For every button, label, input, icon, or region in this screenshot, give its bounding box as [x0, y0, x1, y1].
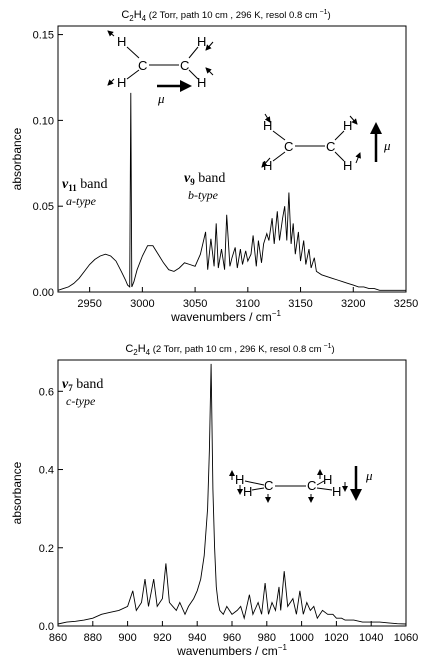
atom-h: H	[323, 472, 332, 487]
chart-top-x-axis: 2950 3000 3050 3100 3150 3200 3250	[77, 287, 418, 310]
chart-bottom-x-axis-label: wavenumbers / cm−1	[176, 643, 287, 658]
chart-bottom-nu7: C2H4 (2 Torr, path 10 cm , 296 K, resol …	[10, 343, 418, 658]
bond	[334, 151, 345, 162]
band-type-c: c-type	[66, 394, 96, 408]
atom-c: C	[307, 478, 316, 493]
chart-bottom-y-tick-label: 0.4	[39, 465, 54, 477]
chart-top-x-tick-label: 3100	[236, 298, 260, 310]
chart-top-x-tick-label: 3250	[394, 298, 418, 310]
displacement-arrow	[205, 67, 214, 76]
band-label-nu9: ν9 band	[184, 171, 225, 187]
chart-bottom-x-tick-label: 1040	[359, 632, 383, 644]
displacement-arrow	[349, 115, 358, 125]
chart-bottom-x-axis: 860 880 900 920 940 960 980 1000 1020 1040 1060	[49, 621, 418, 644]
displacement-arrow	[264, 113, 271, 123]
atom-h: H	[117, 34, 126, 49]
chart-top-title: C2H4 (2 Torr, path 10 cm , 296 K, resol …	[121, 9, 330, 23]
band-type-b: b-type	[188, 188, 219, 202]
chart-top-frame	[57, 25, 407, 293]
atom-h: H	[343, 158, 352, 173]
chart-bottom-x-tick-label: 860	[49, 632, 67, 644]
atom-h: H	[197, 34, 206, 49]
chart-bottom-spectrum-line	[57, 363, 407, 625]
bond	[272, 151, 286, 162]
chart-top-nu9-nu11: C2H4 (2 Torr, path 10 cm , 296 K, resol …	[10, 9, 418, 324]
chart-bottom-x-tick-label: 1060	[394, 632, 418, 644]
chart-bottom-y-tick-label: 0.2	[39, 543, 54, 555]
chart-bottom-x-tick-label: 960	[223, 632, 241, 644]
chart-bottom-x-tick-label: 880	[84, 632, 102, 644]
chart-top-spectrum-line	[57, 92, 406, 291]
chart-bottom-x-tick-label: 920	[153, 632, 171, 644]
chart-top-y-tick-label: 0.10	[33, 115, 54, 127]
chart-bottom-y-tick-label: 0.6	[39, 386, 54, 398]
atom-h: H	[235, 472, 244, 487]
chart-top-y-tick-label: 0.00	[33, 287, 54, 299]
atom-h: H	[197, 75, 206, 90]
displacement-arrow	[205, 41, 214, 51]
bond	[244, 480, 265, 486]
molecule-diagram-nu9: H H C C H H μ	[261, 113, 391, 173]
displacement-arrow	[107, 78, 115, 86]
band-label-nu7: ν7 band	[62, 377, 103, 393]
chart-top-y-tick-label: 0.15	[33, 30, 54, 42]
chart-bottom-x-tick-label: 940	[188, 632, 206, 644]
chart-bottom-y-tick-label: 0.0	[39, 621, 54, 633]
displacement-arrow	[261, 157, 271, 168]
mu-label: μ	[383, 138, 391, 153]
chart-bottom-x-tick-label: 1020	[324, 632, 348, 644]
molecule-diagram-nu7: H H C C H H μ	[229, 466, 373, 503]
chart-top-x-tick-label: 3000	[130, 298, 154, 310]
atom-h: H	[332, 484, 341, 499]
atom-h: H	[343, 118, 352, 133]
dipole-arrow-head	[350, 489, 362, 501]
chart-bottom-x-tick-label: 900	[118, 632, 136, 644]
band-type-a: a-type	[66, 194, 97, 208]
chart-bottom-y-axis-label: absorbance	[10, 461, 24, 524]
molecule-diagram-nu11: H H C C H H μ	[107, 30, 214, 106]
atom-c: C	[264, 478, 273, 493]
atom-h: H	[117, 75, 126, 90]
chart-top-x-axis-label: wavenumbers / cm−1	[170, 309, 281, 324]
atom-h: H	[243, 484, 252, 499]
atom-c: C	[326, 139, 335, 154]
bond	[272, 130, 286, 141]
chart-bottom-y-axis: 0.0 0.2 0.4 0.6	[39, 386, 63, 633]
displacement-arrow	[107, 30, 115, 37]
bond	[334, 130, 345, 141]
mu-label: μ	[365, 468, 373, 483]
band-label-nu11: ν11 band	[62, 177, 107, 193]
dipole-arrow-head	[370, 122, 382, 134]
chart-top-x-tick-label: 3200	[341, 298, 365, 310]
bond	[126, 69, 140, 80]
chart-top-y-axis: 0.00 0.05 0.10 0.15	[33, 30, 63, 299]
bond	[188, 46, 199, 59]
chart-top-x-tick-label: 3150	[288, 298, 312, 310]
chart-top-y-axis-label: absorbance	[10, 127, 24, 190]
chart-top-y-tick-label: 0.05	[33, 201, 54, 213]
chart-bottom-title: C2H4 (2 Torr, path 10 cm , 296 K, resol …	[125, 343, 334, 357]
dipole-arrow-head	[180, 80, 192, 92]
atom-c: C	[180, 58, 189, 73]
bond	[188, 69, 199, 80]
chart-top-x-tick-label: 2950	[77, 298, 101, 310]
bond	[126, 46, 140, 59]
chart-bottom-x-tick-label: 1000	[289, 632, 313, 644]
chart-bottom-x-tick-label: 980	[258, 632, 276, 644]
displacement-arrow	[355, 152, 361, 164]
mu-label: μ	[157, 91, 165, 106]
atom-h: H	[263, 118, 272, 133]
bond	[251, 487, 265, 491]
chart-top-x-tick-label: 3050	[183, 298, 207, 310]
atom-h: H	[263, 158, 272, 173]
bond	[316, 487, 333, 491]
atom-c: C	[138, 58, 147, 73]
atom-c: C	[284, 139, 293, 154]
bond	[316, 480, 325, 486]
